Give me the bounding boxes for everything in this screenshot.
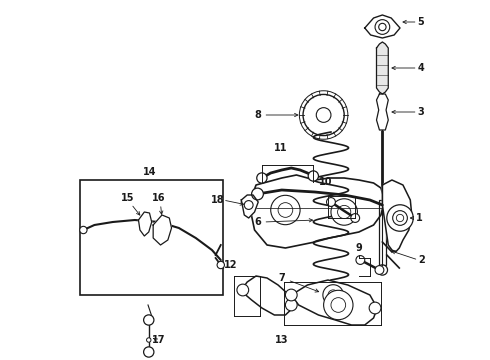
Circle shape: [80, 226, 87, 234]
Polygon shape: [139, 212, 152, 236]
Text: 4: 4: [417, 63, 424, 73]
Text: 9: 9: [356, 243, 362, 253]
Polygon shape: [382, 180, 412, 252]
Text: 12: 12: [223, 260, 237, 270]
Circle shape: [303, 94, 344, 136]
Circle shape: [251, 188, 263, 200]
Circle shape: [323, 290, 353, 320]
Text: 2: 2: [418, 255, 425, 265]
Circle shape: [392, 211, 407, 225]
Circle shape: [377, 265, 388, 275]
Circle shape: [326, 198, 335, 206]
Polygon shape: [291, 280, 377, 325]
Circle shape: [369, 302, 381, 314]
Circle shape: [285, 289, 297, 301]
Circle shape: [285, 299, 297, 311]
Polygon shape: [242, 276, 293, 315]
Text: 8: 8: [254, 110, 261, 120]
Bar: [80, 180, 223, 295]
Circle shape: [375, 266, 384, 274]
Polygon shape: [248, 175, 385, 248]
Circle shape: [375, 20, 390, 34]
Text: 14: 14: [143, 167, 156, 177]
Bar: [379, 200, 386, 265]
Text: 7: 7: [278, 273, 285, 283]
Text: 10: 10: [319, 177, 333, 187]
Polygon shape: [376, 42, 388, 94]
Circle shape: [144, 347, 154, 357]
Circle shape: [257, 173, 267, 183]
Text: 13: 13: [275, 335, 289, 345]
Polygon shape: [242, 195, 258, 218]
Circle shape: [331, 199, 357, 225]
Text: 18: 18: [211, 195, 224, 205]
Polygon shape: [153, 215, 172, 245]
Circle shape: [217, 261, 224, 269]
Text: 5: 5: [417, 17, 424, 27]
Text: 1: 1: [416, 213, 422, 223]
Text: 16: 16: [152, 193, 166, 203]
Circle shape: [323, 285, 343, 305]
Circle shape: [356, 256, 365, 264]
Circle shape: [351, 213, 360, 222]
Circle shape: [245, 201, 253, 210]
Polygon shape: [376, 94, 388, 130]
Text: 17: 17: [152, 335, 166, 345]
Text: 15: 15: [121, 193, 134, 203]
Text: 3: 3: [417, 107, 424, 117]
Circle shape: [316, 108, 331, 122]
Text: 11: 11: [274, 143, 288, 153]
Circle shape: [270, 195, 300, 225]
Circle shape: [308, 171, 318, 181]
Circle shape: [237, 284, 248, 296]
Circle shape: [379, 23, 386, 31]
Circle shape: [147, 338, 151, 342]
Text: 6: 6: [254, 217, 261, 227]
Circle shape: [144, 315, 154, 325]
Circle shape: [387, 205, 413, 231]
Polygon shape: [365, 15, 400, 38]
